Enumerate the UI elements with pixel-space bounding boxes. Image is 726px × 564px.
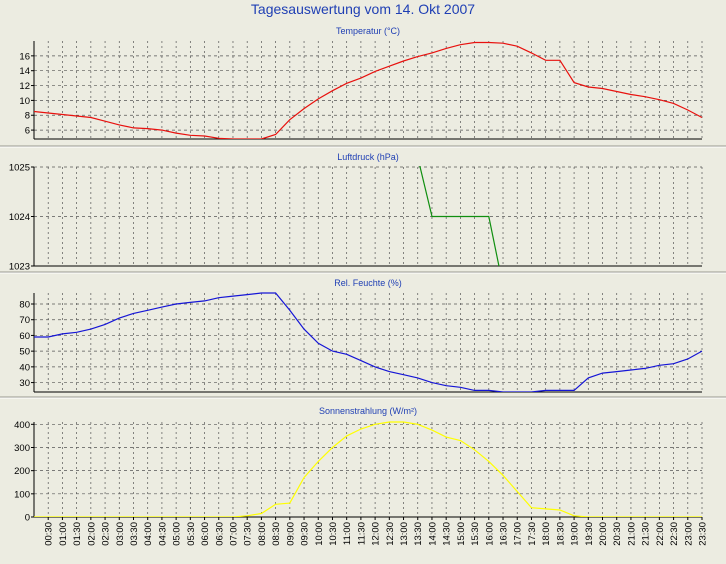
x-tick-label: 05:30 xyxy=(186,522,197,546)
x-tick-label: 21:00 xyxy=(626,522,637,546)
y-tick-label: 1025 xyxy=(9,163,30,174)
x-tick-label: 10:30 xyxy=(328,522,339,546)
x-tick-label: 19:00 xyxy=(570,522,581,546)
x-tick-label: 21:30 xyxy=(641,522,652,546)
chart-panel-1: Temperatur (°C) 6 8 10 12 14 16 xyxy=(0,26,726,148)
panel-title: Rel. Feuchte (%) xyxy=(334,278,402,288)
x-tick-label: 07:30 xyxy=(243,522,254,546)
x-tick-label: 03:00 xyxy=(115,522,126,546)
x-tick-label: 16:30 xyxy=(499,522,510,546)
x-tick-label: 09:30 xyxy=(300,522,311,546)
data-series-line xyxy=(34,421,702,517)
x-tick-label: 17:00 xyxy=(513,522,524,546)
x-tick-label: 19:30 xyxy=(584,522,595,546)
x-tick-label: 23:30 xyxy=(698,522,709,546)
panel-title: Sonnenstrahlung (W/m²) xyxy=(319,406,417,416)
y-tick-label: 70 xyxy=(19,315,30,326)
y-tick-label: 14 xyxy=(19,66,30,77)
x-tick-label: 13:00 xyxy=(399,522,410,546)
x-tick-label: 20:00 xyxy=(598,522,609,546)
x-tick-label: 01:30 xyxy=(72,522,83,546)
x-tick-label: 22:00 xyxy=(655,522,666,546)
x-tick-label: 15:00 xyxy=(456,522,467,546)
data-series-line xyxy=(34,41,703,139)
panel-title: Luftdruck (hPa) xyxy=(337,152,399,162)
x-tick-label: 09:00 xyxy=(285,522,296,546)
x-tick-label: 13:30 xyxy=(413,522,424,546)
chart-panel-3: Rel. Feuchte (%) 30 40 50 60 70 80 xyxy=(0,278,726,399)
data-series-line xyxy=(34,292,703,392)
y-tick-label: 40 xyxy=(19,362,30,373)
y-tick-label: 50 xyxy=(19,347,30,358)
x-tick-label: 18:00 xyxy=(541,522,552,546)
x-tick-label: 04:00 xyxy=(143,522,154,546)
x-tick-label: 11:00 xyxy=(342,522,353,545)
y-tick-label: 200 xyxy=(14,466,30,477)
x-tick-label: 12:30 xyxy=(385,522,396,546)
x-tick-label: 02:00 xyxy=(86,522,97,546)
x-tick-label: 06:30 xyxy=(214,522,225,546)
x-tick-label: 12:00 xyxy=(371,522,382,546)
y-tick-label: 1023 xyxy=(9,262,30,273)
x-tick-label: 07:00 xyxy=(228,522,239,546)
panel-title: Temperatur (°C) xyxy=(336,26,400,36)
y-tick-label: 10 xyxy=(19,96,30,107)
y-tick-label: 8 xyxy=(25,111,30,122)
x-tick-label: 08:00 xyxy=(257,522,268,546)
x-tick-label: 14:00 xyxy=(427,522,438,546)
y-tick-label: 0 xyxy=(25,513,30,524)
x-tick-label: 11:30 xyxy=(356,522,367,545)
x-tick-label: 20:30 xyxy=(612,522,623,546)
y-tick-label: 16 xyxy=(19,51,30,62)
y-tick-label: 400 xyxy=(14,420,30,431)
chart-main-title: Tagesauswertung vom 14. Okt 2007 xyxy=(250,1,476,17)
y-tick-label: 12 xyxy=(19,81,30,92)
x-tick-label: 05:00 xyxy=(172,522,183,546)
y-tick-label: 1024 xyxy=(9,212,30,223)
y-tick-label: 30 xyxy=(19,378,30,389)
x-tick-label: 14:30 xyxy=(442,522,453,546)
x-tick-label: 06:00 xyxy=(200,522,211,546)
x-tick-label: 04:30 xyxy=(157,522,168,546)
x-tick-label: 23:00 xyxy=(683,522,694,546)
x-tick-label: 15:30 xyxy=(470,522,481,546)
x-tick-label: 03:30 xyxy=(129,522,140,546)
x-tick-label: 01:00 xyxy=(58,522,69,546)
x-axis-labels: 00:30 01:00 01:30 02:00 02:30 03:00 03:30 04:00… xyxy=(44,517,709,546)
y-tick-label: 300 xyxy=(14,443,30,454)
x-tick-label: 08:30 xyxy=(271,522,282,546)
data-series-line xyxy=(419,166,500,266)
chart-panel-4: Sonnenstrahlung (W/m²) 0 100 200 300 400 xyxy=(14,406,703,524)
x-tick-label: 17:30 xyxy=(527,522,538,546)
y-tick-label: 60 xyxy=(19,331,30,342)
x-tick-label: 00:30 xyxy=(44,522,55,546)
y-tick-label: 80 xyxy=(19,300,30,311)
y-tick-label: 6 xyxy=(25,126,30,137)
x-tick-label: 18:30 xyxy=(555,522,566,546)
x-tick-label: 02:30 xyxy=(101,522,112,546)
chart-panel-2: Luftdruck (hPa) 1023 1024 1025 xyxy=(0,152,726,274)
x-tick-label: 10:00 xyxy=(314,522,325,546)
y-tick-label: 100 xyxy=(14,489,30,500)
x-tick-label: 16:00 xyxy=(484,522,495,546)
x-tick-label: 22:30 xyxy=(669,522,680,546)
